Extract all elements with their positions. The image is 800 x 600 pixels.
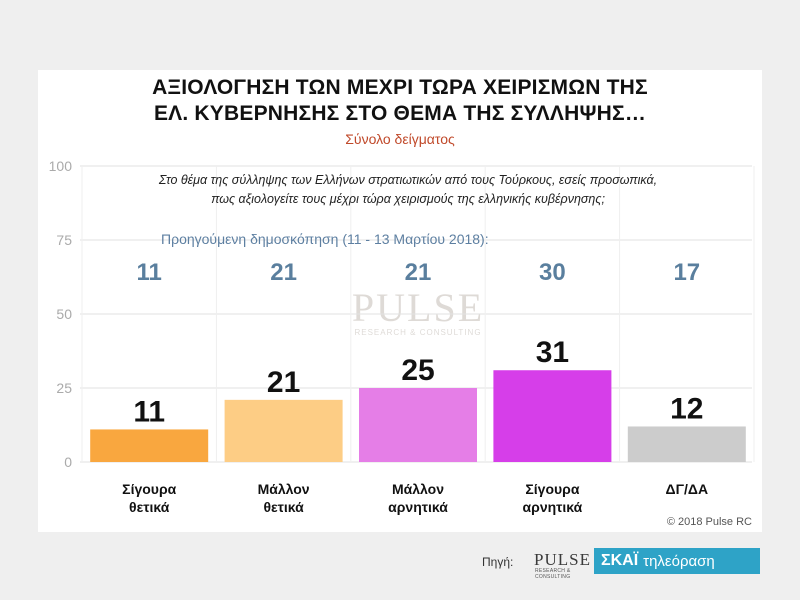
watermark-word: PULSE [351, 285, 485, 330]
previous-value-label: 17 [673, 259, 700, 286]
chart-title-line-1: ΑΞΙΟΛΟΓΗΣΗ ΤΩΝ ΜΕΧΡΙ ΤΩΡΑ ΧΕΙΡΙΣΜΩΝ ΤΗΣ [152, 76, 648, 99]
category-label: αρνητικά [523, 499, 583, 515]
y-tick-label: 100 [49, 158, 73, 174]
footer-source: Πηγή: PULSE RESEARCH & CONSULTING ΣΚΑΪ τ… [470, 548, 770, 580]
bar-value-label: 31 [536, 336, 569, 369]
skai-word: τηλεόραση [643, 552, 715, 570]
bar [493, 370, 612, 462]
previous-value-label: 11 [137, 259, 162, 286]
category-label: θετικά [263, 499, 304, 515]
bar-chart: 0 25 50 75 100 11 11 Σίγουρα θετικά 21 21 Μάλλον θετ… [49, 158, 755, 515]
pulse-logo: PULSE RESEARCH & CONSULTING [534, 548, 591, 580]
y-tick-label: 75 [56, 232, 72, 248]
previous-value-label: 21 [270, 259, 297, 286]
category-label: Μάλλον [392, 481, 444, 497]
previous-poll-caption: Προηγούμενη δημοσκόπηση (11 - 13 Μαρτίου… [161, 231, 489, 247]
previous-value-label: 21 [405, 259, 432, 286]
pulse-logo-sub: RESEARCH & CONSULTING [535, 568, 571, 580]
source-label: Πηγή: [482, 555, 514, 569]
pulse-logo-word: PULSE [534, 550, 591, 569]
bar [359, 388, 477, 462]
skai-brand: ΣΚΑΪ [601, 552, 639, 569]
category-label: Σίγουρα [525, 481, 579, 497]
bar [224, 399, 343, 462]
question-line-2: πως αξιολογείτε τους μέχρι τώρα χειρισμο… [211, 192, 605, 206]
bar-value-label: 12 [670, 392, 703, 425]
copyright-notice: © 2018 Pulse RC [666, 516, 752, 528]
chart-card: ΑΞΙΟΛΟΓΗΣΗ ΤΩΝ ΜΕΧΡΙ ΤΩΡΑ ΧΕΙΡΙΣΜΩΝ ΤΗΣ … [38, 70, 762, 532]
bar [90, 429, 209, 462]
chart-title-line-2: ΕΛ. ΚΥΒΕΡΝΗΣΗΣ ΣΤΟ ΘΕΜΑ ΤΗΣ ΣΥΛΛΗΨΗΣ… [153, 102, 647, 125]
bar-value-label: 21 [267, 366, 300, 399]
chart-subtitle: Σύνολο δείγματος [345, 131, 455, 147]
category-label: Σίγουρα [122, 481, 176, 497]
previous-value-label: 30 [539, 259, 566, 286]
y-tick-label: 0 [64, 454, 72, 470]
question-line-1: Στο θέμα της σύλληψης των Ελλήνων στρατι… [158, 173, 658, 187]
bar-value-label: 11 [133, 395, 165, 428]
skai-logo: ΣΚΑΪ τηλεόραση [594, 548, 760, 574]
y-tick-label: 50 [56, 306, 72, 322]
category-label: αρνητικά [388, 499, 448, 515]
category-label: Μάλλον [258, 481, 310, 497]
watermark-sub: RESEARCH & CONSULTING [354, 328, 482, 337]
bar-value-label: 25 [401, 354, 434, 387]
category-label: θετικά [129, 499, 170, 515]
pulse-watermark: PULSE RESEARCH & CONSULTING [343, 285, 493, 338]
bar [627, 426, 746, 462]
y-tick-label: 25 [56, 380, 72, 396]
category-label: ΔΓ/ΔΑ [666, 481, 709, 497]
